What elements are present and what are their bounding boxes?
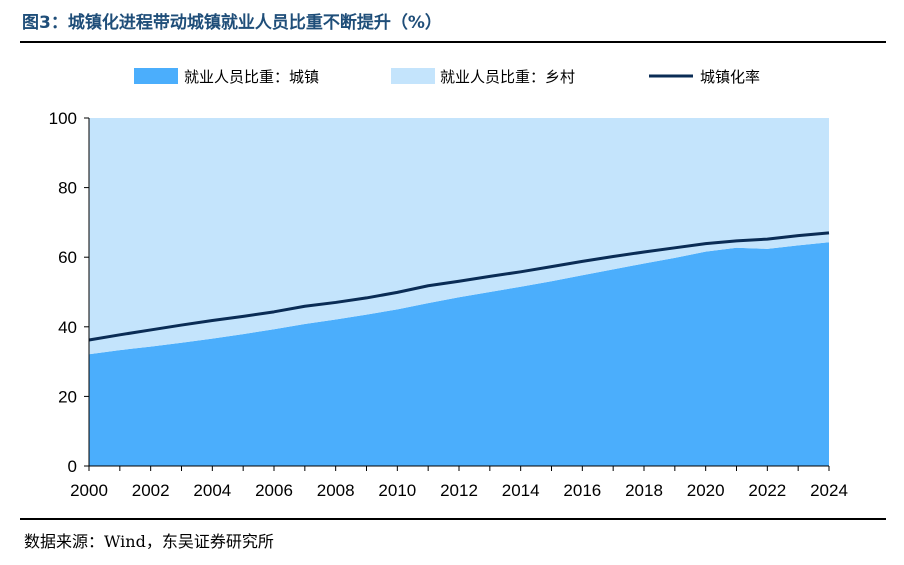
- legend-swatch-2: [391, 68, 435, 84]
- line-series-1: [88, 231, 830, 342]
- legend-label-2: 就业人员比重：乡村: [440, 68, 575, 86]
- x-tick-label: 2006: [255, 481, 293, 500]
- x-tick-label: 2020: [687, 481, 725, 500]
- chart-title: 图3：城镇化进程带动城镇就业人员比重不断提升（%）: [22, 13, 442, 33]
- area-series-2: [89, 118, 829, 355]
- x-tick-label: 2016: [563, 481, 601, 500]
- bottom-rule: [20, 518, 886, 520]
- x-tick-label: 2014: [502, 481, 540, 500]
- x-tick-label: 2018: [625, 481, 663, 500]
- areas-layer: [89, 118, 829, 466]
- y-tick-label: 20: [58, 387, 77, 406]
- y-tick-label: 100: [49, 109, 77, 128]
- area-series-1: [89, 242, 829, 466]
- x-tick-label: 2010: [378, 481, 416, 500]
- legend-label-1: 就业人员比重：城镇: [184, 68, 319, 86]
- top-rule: [20, 41, 886, 43]
- y-tick-label: 80: [58, 179, 77, 198]
- axes-layer: 0 20 40 60 80 100 2000 2002 2004 2006 2008 2010 2012…: [49, 109, 848, 500]
- x-tick-label: 2002: [132, 481, 170, 500]
- legend-label-3: 城镇化率: [700, 68, 760, 86]
- source-note: 数据来源：Wind，东吴证券研究所: [24, 532, 274, 551]
- x-tick-label: 2008: [317, 481, 355, 500]
- x-tick-label: 2012: [440, 481, 478, 500]
- y-tick-label: 0: [68, 457, 77, 476]
- x-tick-label: 2022: [748, 481, 786, 500]
- legend-swatch-1: [134, 68, 178, 84]
- y-tick-label: 40: [58, 318, 77, 337]
- x-tick-label: 2000: [70, 481, 108, 500]
- y-tick-label: 60: [58, 248, 77, 267]
- x-tick-label: 2024: [810, 481, 848, 500]
- lines-layer: [88, 231, 830, 342]
- x-tick-label: 2004: [193, 481, 231, 500]
- legend: 就业人员比重：城镇 就业人员比重：乡村 城镇化率: [134, 68, 760, 86]
